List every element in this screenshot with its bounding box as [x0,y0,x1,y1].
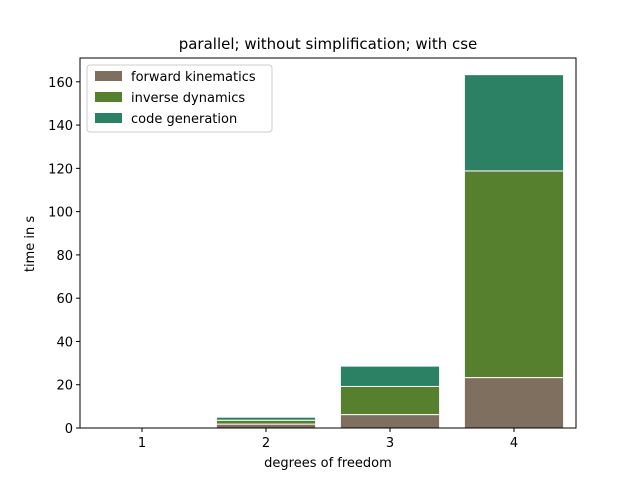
bar-3-series-2 [339,385,441,416]
legend-swatch-1 [95,71,122,81]
plot-frame [79,57,577,429]
y-tick-label: 0 [65,422,73,437]
x-axis-label: degrees of freedom [264,456,392,471]
y-tick-label: 160 [48,76,73,91]
bar-4-series-3 [463,74,565,172]
bar-3-series-1 [339,414,441,429]
legend-swatch-3 [95,113,122,123]
legend-items: forward kinematics inverse dynamics code g… [95,70,256,127]
y-axis-label: time in s [23,216,38,272]
y-tick-label: 100 [48,206,73,221]
x-tick-label: 2 [262,436,270,451]
y-tick-label: 60 [56,292,73,307]
bars-layer [91,74,565,429]
legend-swatch-2 [95,92,122,102]
bar-2-series-3 [215,416,317,421]
y-tick-label: 140 [48,119,73,134]
y-tick-label: 120 [48,162,73,177]
bar-2-series-2 [215,419,317,425]
y-tick-label: 20 [56,379,73,394]
axes-layer: 0 20 40 60 80 100 120 140 160 1 2 3 4 [48,57,577,451]
bar-4-series-1 [463,377,565,429]
legend-label-3: code generation [131,112,237,127]
x-tick-label: 4 [510,436,518,451]
y-tick-label: 80 [56,249,73,264]
y-tick-label: 40 [56,335,73,350]
bar-4-series-2 [463,170,565,379]
x-tick-label: 1 [138,436,146,451]
bar-3-series-3 [339,365,441,387]
legend-label-1: forward kinematics [131,70,256,85]
x-tick-label: 3 [386,436,394,451]
bar-2-series-1 [215,423,317,429]
legend-frame [86,64,273,133]
legend-label-2: inverse dynamics [131,91,245,106]
chart-title: parallel; without simplification; with c… [179,35,478,53]
legend: forward kinematics inverse dynamics code g… [86,64,273,133]
